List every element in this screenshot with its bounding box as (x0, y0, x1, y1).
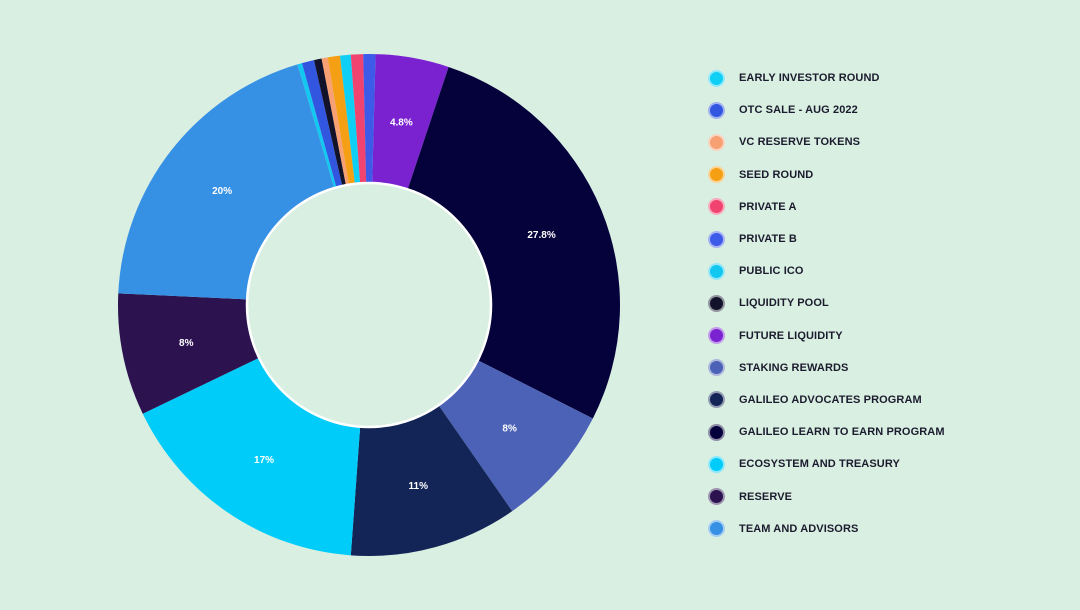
legend-item: GALILEO LEARN TO EARN PROGRAM (708, 416, 945, 448)
pie-slice (339, 54, 361, 184)
legend-item: TEAM AND ADVISORS (708, 513, 945, 545)
legend-item: RESERVE (708, 480, 945, 512)
legend-swatch (708, 391, 725, 409)
legend-item: PRIVATE B (708, 223, 945, 255)
legend-swatch (708, 262, 725, 280)
legend-label: ECOSYSTEM AND TREASURY (739, 458, 900, 471)
pie-slice (313, 58, 346, 186)
legend-label: STAKING REWARDS (739, 361, 849, 374)
legend-label: EARLY INVESTOR ROUND (739, 72, 880, 85)
legend-label: TEAM AND ADVISORS (739, 522, 859, 535)
legend-swatch (708, 294, 725, 312)
legend-item: STAKING REWARDS (708, 352, 945, 384)
legend-item: VC RESERVE TOKENS (708, 126, 945, 158)
pie-slice (372, 54, 449, 190)
pie-slice (363, 53, 376, 184)
legend-item: FUTURE LIQUIDITY (708, 320, 945, 352)
legend-swatch (708, 488, 725, 506)
legend-item: EARLY INVESTOR ROUND (708, 62, 945, 94)
pie-slice (297, 63, 337, 189)
legend-swatch (708, 423, 725, 441)
pie-slice (118, 293, 260, 414)
legend-label: RESERVE (739, 490, 793, 503)
legend-label: SEED ROUND (739, 168, 814, 181)
legend-label: OTC SALE - AUG 2022 (739, 104, 858, 117)
legend-swatch (708, 230, 725, 248)
legend-item: PRIVATE A (708, 191, 945, 223)
pie-slice (327, 55, 355, 185)
chart-legend: EARLY INVESTOR ROUND OTC SALE - AUG 2022 V… (708, 62, 945, 545)
donut-chart-svg: 4.8% 27.8% 8% 11% 17% 8% 20% (118, 53, 620, 556)
legend-swatch (708, 133, 725, 151)
pie-slice (301, 60, 343, 188)
legend-item: SEED ROUND (708, 159, 945, 191)
legend-swatch (708, 359, 725, 377)
legend-swatch (708, 101, 725, 119)
legend-label: VC RESERVE TOKENS (739, 136, 861, 149)
legend-label: PUBLIC ICO (739, 265, 804, 278)
donut-chart: 4.8% 27.8% 8% 11% 17% 8% 20% (118, 53, 620, 556)
slice-value-label: 20% (212, 186, 232, 197)
legend-swatch (708, 166, 725, 184)
legend-swatch (708, 198, 725, 216)
legend-item: ECOSYSTEM AND TREASURY (708, 448, 945, 480)
pie-slice (350, 54, 367, 184)
slice-value-label: 27.8% (527, 230, 555, 241)
legend-item: PUBLIC ICO (708, 255, 945, 287)
slice-value-label: 11% (409, 481, 429, 492)
legend-item: OTC SALE - AUG 2022 (708, 94, 945, 126)
pie-slice (350, 405, 513, 556)
legend-item: LIQUIDITY POOL (708, 287, 945, 319)
donut-hole (245, 181, 493, 429)
legend-swatch (708, 455, 725, 473)
pie-slice (407, 66, 620, 419)
legend-label: LIQUIDITY POOL (739, 297, 829, 310)
pie-slice (142, 357, 361, 556)
legend-swatch (708, 69, 725, 87)
legend-swatch (708, 520, 725, 538)
pie-slice (438, 360, 593, 512)
slice-value-label: 17% (254, 455, 274, 466)
slice-value-label: 4.8% (390, 117, 413, 128)
pie-slice (118, 64, 335, 300)
legend-swatch (708, 327, 725, 345)
legend-label: PRIVATE A (739, 200, 797, 213)
legend-item: GALILEO ADVOCATES PROGRAM (708, 384, 945, 416)
slice-value-label: 8% (179, 338, 194, 349)
legend-label: PRIVATE B (739, 233, 797, 246)
slice-value-label: 8% (502, 423, 517, 434)
legend-label: FUTURE LIQUIDITY (739, 329, 843, 342)
legend-label: GALILEO ADVOCATES PROGRAM (739, 393, 922, 406)
legend-label: GALILEO LEARN TO EARN PROGRAM (739, 426, 945, 439)
pie-slice (321, 57, 349, 186)
